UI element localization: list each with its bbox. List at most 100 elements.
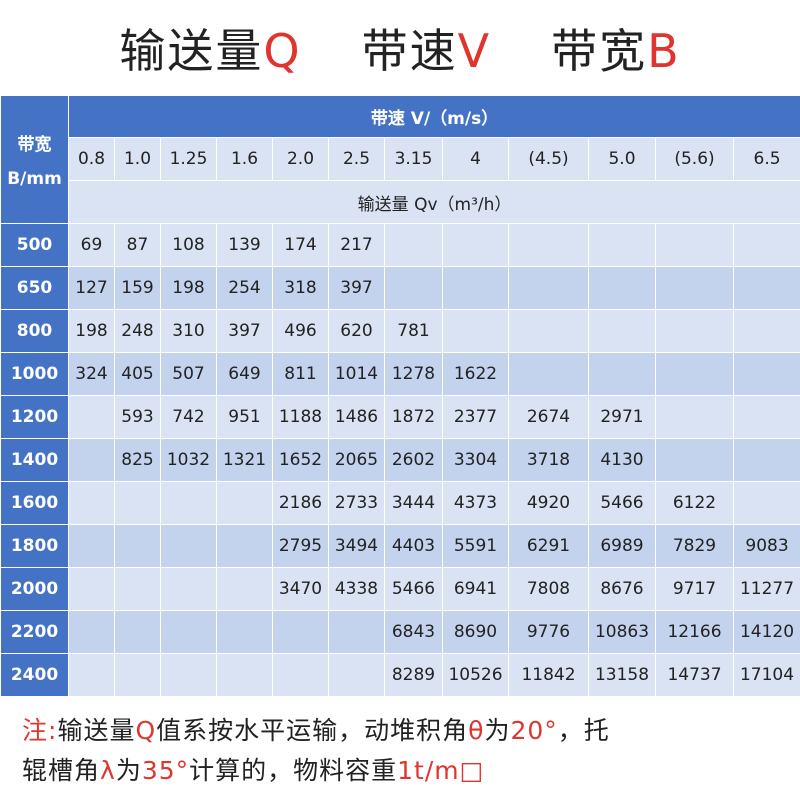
value-cell: 825 — [114, 438, 161, 482]
value-cell: 507 — [160, 352, 217, 396]
value-cell: 1278 — [384, 352, 443, 396]
value-cell: 324 — [68, 352, 115, 396]
data-row: 2000 3470 4338 5466 6941 7808 8676 9717 11277 — [0, 567, 800, 611]
value-cell: 3304 — [442, 438, 509, 482]
speed-cell: 6.5 — [732, 137, 800, 181]
empty-cell — [588, 223, 656, 267]
title-group: 输送量Q — [119, 15, 301, 81]
width-cell: 1200 — [0, 395, 69, 439]
value-cell: 3494 — [328, 524, 385, 568]
width-cell: 1400 — [0, 438, 69, 482]
empty-cell — [508, 352, 589, 396]
note-text: 输送量 — [57, 716, 136, 745]
empty-cell — [732, 481, 800, 525]
note: 注:输送量Q值系按水平运输，动堆积角θ为20°，托 辊槽角λ为35°计算的，物料容… — [0, 697, 800, 791]
note-text: λ — [100, 756, 116, 785]
empty-cell — [655, 438, 734, 482]
corner-cell: 带宽 B/mm — [0, 95, 69, 224]
value-cell: 69 — [68, 223, 115, 267]
value-cell: 17104 — [732, 653, 800, 697]
value-cell: 217 — [328, 223, 385, 267]
value-cell: 87 — [114, 223, 161, 267]
speed-cell: 2.5 — [328, 137, 385, 181]
note-text: 20° — [510, 716, 558, 745]
data-row: 1800 2795 3494 4403 5591 6291 6989 7829 9083 — [0, 524, 800, 568]
empty-cell — [160, 610, 217, 654]
title: 输送量Q 带速V 带宽B — [0, 0, 800, 95]
empty-cell — [328, 610, 385, 654]
speed-cell: (4.5) — [508, 137, 589, 181]
value-cell: 496 — [272, 309, 329, 353]
empty-cell — [442, 309, 509, 353]
value-cell: 10863 — [588, 610, 656, 654]
note-text: 值系按水平运输，动堆积角 — [156, 716, 469, 745]
value-cell: 254 — [216, 266, 273, 310]
data-row: 650 127 159 198 254 318 397 — [0, 266, 800, 310]
empty-cell — [68, 395, 115, 439]
value-cell: 1188 — [272, 395, 329, 439]
value-cell: 8690 — [442, 610, 509, 654]
empty-cell — [732, 309, 800, 353]
value-cell: 6122 — [655, 481, 734, 525]
value-cell: 397 — [216, 309, 273, 353]
value-cell: 2971 — [588, 395, 656, 439]
empty-cell — [68, 481, 115, 525]
empty-cell — [68, 610, 115, 654]
title-text: 带宽 — [551, 23, 648, 78]
width-cell: 2200 — [0, 610, 69, 654]
empty-cell — [732, 223, 800, 267]
empty-cell — [442, 223, 509, 267]
data-row: 1200 593 742 951 1188 1486 1872 2377 2674 2971 — [0, 395, 800, 439]
value-cell: 4373 — [442, 481, 509, 525]
data-row: 1000 324 405 507 649 811 1014 1278 1622 — [0, 352, 800, 396]
empty-cell — [216, 610, 273, 654]
value-cell: 3444 — [384, 481, 443, 525]
empty-cell — [68, 653, 115, 697]
value-cell: 248 — [114, 309, 161, 353]
value-cell: 5466 — [384, 567, 443, 611]
flow-header-row: 输送量 Qv（m³/h） — [1, 180, 800, 224]
empty-cell — [732, 395, 800, 439]
width-cell: 650 — [0, 266, 69, 310]
value-cell: 13158 — [588, 653, 656, 697]
note-text: 1t/m□ — [397, 756, 485, 785]
value-cell: 6989 — [588, 524, 656, 568]
value-cell: 742 — [160, 395, 217, 439]
empty-cell — [655, 266, 734, 310]
value-cell: 2602 — [384, 438, 443, 482]
empty-cell — [655, 395, 734, 439]
value-cell: 4403 — [384, 524, 443, 568]
speed-header: 带速 V/（m/s） — [67, 95, 800, 138]
value-cell: 139 — [216, 223, 273, 267]
value-cell: 2795 — [272, 524, 329, 568]
title-text: Q — [263, 23, 302, 78]
empty-cell — [114, 567, 161, 611]
value-cell: 310 — [160, 309, 217, 353]
empty-cell — [114, 653, 161, 697]
title-text: V — [457, 23, 492, 78]
value-cell: 9083 — [732, 524, 800, 568]
note-line: 辊槽角λ为35°计算的，物料容重1t/m□ — [22, 751, 778, 791]
width-cell: 1800 — [0, 524, 69, 568]
title-group: 带宽B — [551, 15, 681, 81]
empty-cell — [216, 524, 273, 568]
empty-cell — [588, 309, 656, 353]
value-cell: 7808 — [508, 567, 589, 611]
note-line: 注:输送量Q值系按水平运输，动堆积角θ为20°，托 — [22, 711, 778, 751]
empty-cell — [655, 352, 734, 396]
value-cell: 127 — [68, 266, 115, 310]
empty-cell — [272, 610, 329, 654]
value-cell: 318 — [272, 266, 329, 310]
width-cell: 1600 — [0, 481, 69, 525]
note-text: 注: — [22, 716, 58, 745]
empty-cell — [114, 481, 161, 525]
note-text: 为 — [115, 756, 142, 785]
data-row: 500 69 87 108 139 174 217 — [0, 223, 800, 267]
empty-cell — [588, 352, 656, 396]
data-row: 1400 825 1032 1321 1652 2065 2602 3304 3718 4130 — [0, 438, 800, 482]
header-row: 带宽 B/mm 带速 V/（m/s） — [0, 95, 800, 224]
corner-top: 带宽 — [17, 135, 52, 155]
speed-cell: 2.0 — [272, 137, 329, 181]
value-cell: 6941 — [442, 567, 509, 611]
corner-bottom: B/mm — [7, 169, 62, 189]
